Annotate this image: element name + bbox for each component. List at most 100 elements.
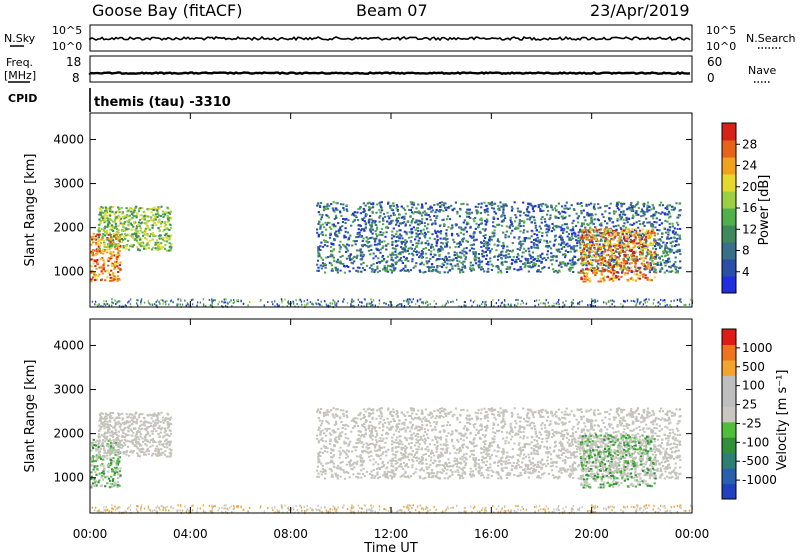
power-cell <box>565 207 568 210</box>
power-cell <box>102 252 105 255</box>
velocity-cell <box>94 441 97 444</box>
power-cell <box>411 252 414 255</box>
power-cell <box>616 232 619 235</box>
power-cell <box>107 237 110 240</box>
power-cell <box>424 233 427 236</box>
power-cell <box>561 236 564 239</box>
power-cell <box>152 234 155 237</box>
power-cell <box>582 257 585 260</box>
power-cell <box>344 236 348 239</box>
power-cell <box>433 204 436 207</box>
power-cell <box>418 304 420 307</box>
power-cell <box>414 238 417 241</box>
power-cell <box>619 246 622 249</box>
power-cell <box>140 299 142 302</box>
power-cell <box>141 245 144 247</box>
power-cell <box>115 244 118 247</box>
power-cell <box>323 244 326 247</box>
power-cell <box>148 302 150 305</box>
power-cell <box>509 219 512 222</box>
power-cell <box>416 300 419 303</box>
power-cell <box>622 210 625 213</box>
power-cell <box>679 298 681 301</box>
power-cell <box>676 228 679 230</box>
power-cell <box>358 231 361 234</box>
power-cell <box>134 206 137 209</box>
power-cell <box>591 228 594 231</box>
power-cell <box>639 266 642 269</box>
power-cell <box>611 303 613 306</box>
power-cell <box>379 233 383 236</box>
power-cell <box>484 303 486 305</box>
power-cell <box>653 234 656 237</box>
power-cell <box>412 226 415 229</box>
power-cell <box>652 247 655 250</box>
power-cell <box>169 217 173 220</box>
power-cell <box>395 204 398 206</box>
power-cell <box>649 242 652 245</box>
velocity-cell <box>113 419 116 422</box>
power-cell <box>386 220 389 223</box>
power-cell <box>420 214 424 217</box>
velocity-cell <box>110 459 113 461</box>
power-cell <box>108 304 111 306</box>
power-cell <box>384 267 387 270</box>
power-cell <box>122 225 125 228</box>
power-cell <box>409 305 411 307</box>
power-cell <box>146 227 149 230</box>
power-cell <box>583 261 587 264</box>
power-cell <box>146 234 149 237</box>
power-cell <box>671 205 674 208</box>
power-cell <box>610 299 612 302</box>
power-cell <box>572 302 574 305</box>
power-cell <box>606 249 609 252</box>
power-cell <box>155 304 157 307</box>
power-cell <box>628 267 631 270</box>
power-cell <box>425 302 427 305</box>
power-cell <box>431 233 434 236</box>
power-cell <box>317 211 320 214</box>
power-cell <box>96 259 99 261</box>
power-cell <box>656 229 659 231</box>
power-cell <box>498 223 501 226</box>
power-cell <box>429 205 432 208</box>
power-cell <box>446 215 450 218</box>
power-cell <box>632 241 636 244</box>
power-cell <box>434 222 437 225</box>
power-cell <box>426 265 429 268</box>
power-cell <box>361 254 364 257</box>
power-cell <box>168 303 170 306</box>
power-cell <box>392 202 395 205</box>
power-cell <box>581 249 584 252</box>
power-cell <box>452 258 455 261</box>
power-cell <box>180 298 182 301</box>
power-cell <box>465 252 468 255</box>
power-cell <box>594 256 597 259</box>
power-cell <box>559 226 562 229</box>
power-cell <box>97 240 100 243</box>
power-cell <box>378 302 381 305</box>
power-cell <box>398 237 401 240</box>
power-cell <box>374 255 377 258</box>
power-cell <box>169 249 172 252</box>
power-cell <box>417 242 420 245</box>
power-cell <box>556 225 559 228</box>
power-cell <box>479 222 482 225</box>
power-cell <box>477 203 480 206</box>
power-cell <box>595 239 598 242</box>
power-cell <box>634 250 638 253</box>
power-cell <box>330 203 333 206</box>
power-cell <box>642 211 645 214</box>
power-cell <box>614 210 618 213</box>
power-cell <box>674 240 677 243</box>
power-cell <box>577 231 580 234</box>
power-cell <box>393 214 396 216</box>
power-cell <box>514 304 516 307</box>
power-cell <box>634 258 637 261</box>
velocity-cell <box>160 448 163 451</box>
power-cell <box>557 248 560 251</box>
power-cell <box>587 229 590 232</box>
power-cell <box>619 251 623 254</box>
power-cell <box>319 264 322 267</box>
power-cell <box>530 235 533 238</box>
